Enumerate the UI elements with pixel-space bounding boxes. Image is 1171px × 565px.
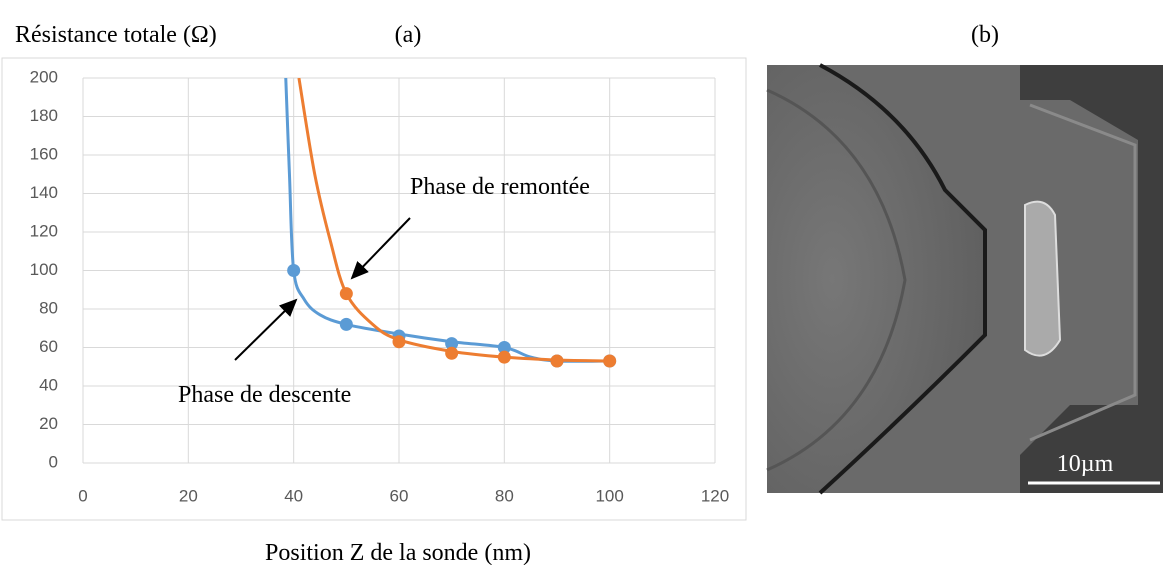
y-tick-label: 160 (30, 144, 58, 163)
x-tick-label: 80 (495, 486, 514, 505)
y-tick-label: 100 (30, 260, 58, 279)
x-tick-label: 0 (78, 486, 87, 505)
line (284, 78, 610, 363)
x-tick-label: 100 (595, 486, 623, 505)
x-tick-label: 120 (701, 486, 729, 505)
annotation: Phase de remontée (410, 174, 590, 200)
scale-bar-label: 10µm (1057, 451, 1114, 477)
marker (339, 287, 353, 301)
x-tick-label: 60 (390, 486, 409, 505)
sem-image: 10µm (766, 63, 1163, 495)
marker (497, 350, 511, 364)
arrow (234, 298, 298, 361)
marker (497, 341, 511, 354)
marker (392, 335, 406, 349)
plot: 0 20 40 60 80 100 120 140 160 180 200 0 20 40 60 80 100 1… (30, 67, 730, 505)
arrow (350, 217, 411, 280)
y-axis-title: Résistance totale (Ω) (15, 22, 217, 48)
y-tick-label: 140 (30, 183, 58, 202)
annotation: Phase de descente (178, 382, 351, 408)
panel-label: (b) (971, 22, 999, 48)
y-tick-label: 40 (39, 375, 58, 394)
panel-label: (a) (395, 22, 422, 48)
marker (287, 264, 301, 277)
marker (445, 337, 459, 351)
line (297, 78, 610, 363)
y-tick-label: 120 (30, 221, 58, 240)
marker (445, 346, 459, 360)
x-tick-label: 40 (284, 486, 303, 505)
y-tick-label: 60 (39, 337, 58, 356)
y-tick-label: 80 (39, 298, 58, 317)
y-tick-label: 0 (49, 452, 58, 471)
x-axis-title: Position Z de la sonde (nm) (265, 540, 531, 565)
marker (603, 354, 617, 368)
y-tick-label: 20 (39, 414, 58, 433)
marker (550, 354, 564, 368)
chart-frame (1, 57, 747, 521)
x-tick-label: 20 (179, 486, 198, 505)
y-tick-label: 200 (30, 67, 58, 86)
marker (339, 317, 353, 331)
y-tick-label: 180 (30, 106, 58, 125)
